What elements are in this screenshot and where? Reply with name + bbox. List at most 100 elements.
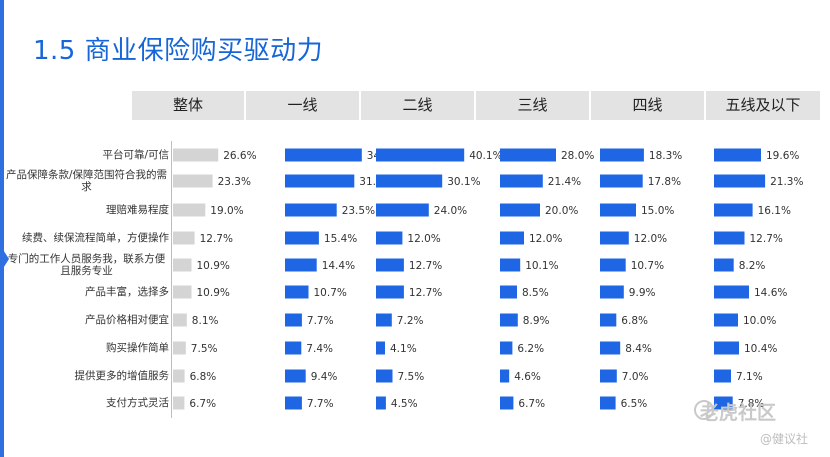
data-label: 6.7% bbox=[189, 398, 216, 410]
bar bbox=[600, 341, 621, 355]
data-label: 15.0% bbox=[641, 205, 674, 217]
bar bbox=[500, 313, 518, 327]
data-label: 12.7% bbox=[409, 260, 442, 272]
bar bbox=[500, 148, 556, 162]
data-label: 30.1% bbox=[447, 176, 480, 188]
bar bbox=[173, 258, 192, 272]
bar bbox=[600, 285, 624, 299]
bar bbox=[376, 313, 392, 327]
bar bbox=[285, 341, 302, 355]
data-label: 10.7% bbox=[314, 287, 347, 299]
bar bbox=[500, 341, 513, 355]
category-label: 产品丰富，选择多 bbox=[85, 286, 169, 298]
data-label: 7.4% bbox=[306, 343, 333, 355]
bar bbox=[500, 174, 543, 188]
bar bbox=[600, 369, 617, 383]
bar bbox=[173, 341, 186, 355]
data-label: 14.4% bbox=[322, 260, 355, 272]
data-label: 10.0% bbox=[743, 315, 776, 327]
category-label: 购买操作简单 bbox=[106, 342, 169, 354]
bar bbox=[600, 258, 626, 272]
data-label: 21.4% bbox=[548, 176, 581, 188]
bar bbox=[376, 396, 386, 410]
data-label: 7.1% bbox=[736, 371, 763, 383]
data-label: 6.8% bbox=[190, 371, 217, 383]
bar bbox=[500, 231, 524, 245]
bar bbox=[714, 285, 749, 299]
bar bbox=[600, 174, 643, 188]
watermark-paw-icon bbox=[694, 400, 714, 420]
bar bbox=[376, 148, 465, 162]
bar bbox=[285, 231, 319, 245]
data-label: 6.5% bbox=[621, 398, 648, 410]
data-label: 19.0% bbox=[210, 205, 243, 217]
bar bbox=[714, 231, 745, 245]
bar bbox=[173, 148, 219, 162]
data-label: 16.1% bbox=[758, 205, 791, 217]
data-label: 8.4% bbox=[625, 343, 652, 355]
data-label: 4.1% bbox=[390, 343, 417, 355]
bar bbox=[600, 396, 616, 410]
data-label: 14.6% bbox=[754, 287, 787, 299]
bar bbox=[173, 396, 185, 410]
bar bbox=[714, 148, 761, 162]
bar bbox=[173, 174, 213, 188]
bar bbox=[376, 203, 429, 217]
bar bbox=[376, 285, 404, 299]
data-label: 10.7% bbox=[631, 260, 664, 272]
data-label: 9.9% bbox=[629, 287, 656, 299]
data-label: 17.8% bbox=[648, 176, 681, 188]
data-label: 12.7% bbox=[750, 233, 783, 245]
side-chevron-icon bbox=[0, 245, 9, 273]
bar bbox=[173, 369, 185, 383]
data-label: 8.5% bbox=[522, 287, 549, 299]
header-tier1: 一线 bbox=[246, 91, 359, 120]
category-label: 产品保障条款/保障范围符合我的需求 bbox=[5, 169, 168, 193]
data-label: 23.5% bbox=[342, 205, 375, 217]
data-label: 19.6% bbox=[766, 150, 799, 162]
category-label: 续费、续保流程简单，方便操作 bbox=[22, 232, 169, 244]
data-label: 40.1% bbox=[469, 150, 502, 162]
data-label: 7.5% bbox=[398, 371, 425, 383]
data-label: 9.4% bbox=[311, 371, 338, 383]
category-label: 支付方式灵活 bbox=[106, 397, 169, 409]
bar bbox=[714, 396, 733, 410]
bar bbox=[285, 203, 337, 217]
bar bbox=[376, 231, 403, 245]
accent-bar bbox=[0, 0, 4, 457]
category-label: 专门的工作人员服务我，联系方便且服务专业 bbox=[7, 253, 166, 277]
bar bbox=[500, 396, 514, 410]
data-label: 18.3% bbox=[649, 150, 682, 162]
category-label: 理赔难易程度 bbox=[106, 204, 169, 216]
data-label: 15.4% bbox=[324, 233, 357, 245]
bar bbox=[500, 203, 540, 217]
bar bbox=[285, 313, 302, 327]
bar bbox=[376, 258, 404, 272]
data-label: 24.0% bbox=[434, 205, 467, 217]
data-label: 12.0% bbox=[407, 233, 440, 245]
data-label: 8.2% bbox=[739, 260, 766, 272]
data-label: 7.8% bbox=[738, 398, 765, 410]
data-label: 7.2% bbox=[397, 315, 424, 327]
header-tier5-below: 五线及以下 bbox=[706, 91, 820, 120]
data-label: 28.0% bbox=[561, 150, 594, 162]
category-label: 产品价格相对便宜 bbox=[85, 314, 169, 326]
header-tier4: 四线 bbox=[591, 91, 704, 120]
bar bbox=[600, 148, 644, 162]
bar bbox=[376, 369, 393, 383]
bar bbox=[285, 396, 302, 410]
category-axis-line bbox=[171, 141, 172, 418]
bar bbox=[714, 174, 766, 188]
data-label: 10.1% bbox=[525, 260, 558, 272]
bar bbox=[600, 313, 617, 327]
data-label: 4.6% bbox=[514, 371, 541, 383]
data-label: 12.7% bbox=[409, 287, 442, 299]
data-label: 8.9% bbox=[523, 315, 550, 327]
bar bbox=[285, 174, 355, 188]
data-label: 7.7% bbox=[307, 315, 334, 327]
bar bbox=[285, 285, 309, 299]
header-tier3: 三线 bbox=[476, 91, 589, 120]
watermark: 老虎社区 bbox=[700, 402, 777, 424]
data-label: 7.5% bbox=[191, 343, 218, 355]
